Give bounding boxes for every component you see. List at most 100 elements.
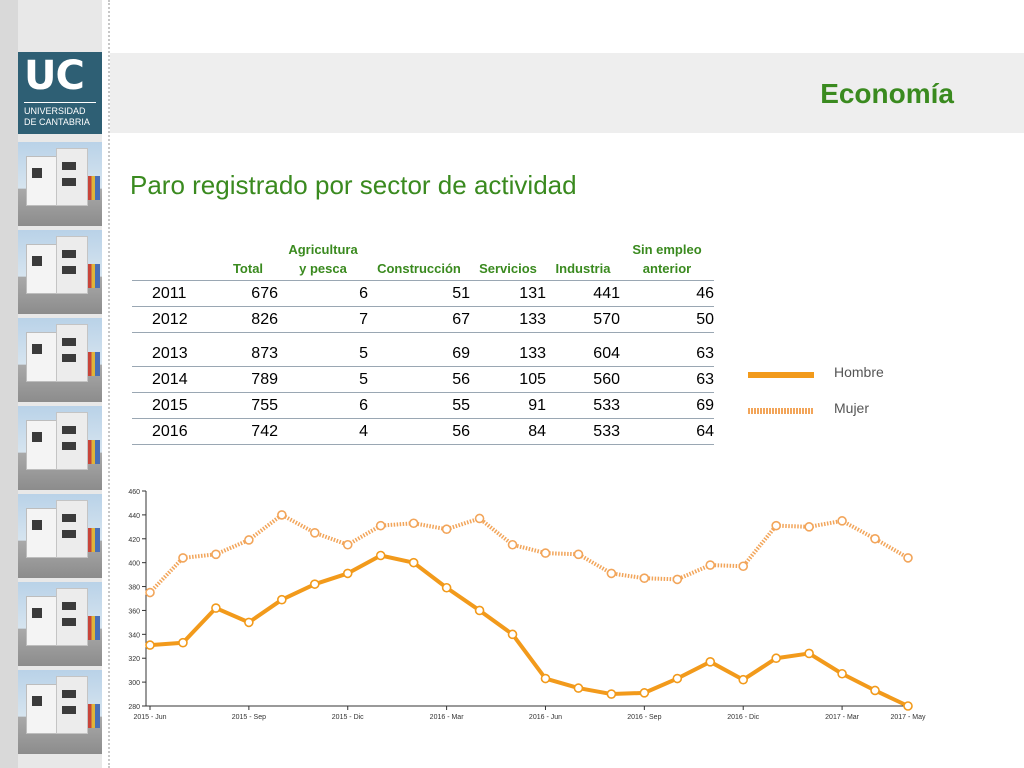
table-cell: 533	[546, 392, 620, 419]
x-tick-label: 2015 - Jun	[133, 714, 166, 721]
y-tick-label: 340	[128, 632, 140, 639]
table-cell: 5	[278, 366, 368, 393]
data-point-mujer	[145, 587, 155, 598]
table-cell: 676	[218, 280, 278, 307]
table-cell: 533	[546, 418, 620, 445]
table-cell: 131	[470, 280, 546, 307]
logo-line-2: DE CANTABRIA	[24, 117, 90, 127]
table-header-cell: Total	[218, 240, 278, 281]
data-point-mujer	[408, 518, 419, 529]
table-cell: 84	[470, 418, 546, 445]
table-cell: 2013	[132, 341, 218, 367]
dotted-divider	[108, 0, 110, 768]
page-title: Economía	[820, 78, 954, 109]
table-header-cell: Agricultura y pesca	[278, 240, 368, 281]
data-point-hombre	[639, 688, 650, 698]
table-cell: 6	[278, 280, 368, 307]
data-point-hombre	[870, 685, 880, 696]
data-point-mujer	[474, 513, 485, 524]
y-tick-label: 300	[128, 680, 140, 687]
data-point-mujer	[277, 510, 287, 520]
table-cell: 133	[470, 341, 546, 367]
data-point-hombre	[804, 648, 814, 659]
table-header-cell	[132, 240, 218, 281]
series-line-mujer	[148, 512, 910, 594]
series-line-hombre	[149, 553, 909, 708]
data-point-hombre	[507, 629, 518, 640]
table-cell: 69	[368, 341, 470, 367]
table-cell: 755	[218, 392, 278, 419]
building-thumbnail	[18, 582, 102, 666]
table-cell: 826	[218, 306, 278, 333]
legend-label-hombre: Hombre	[834, 364, 884, 380]
logo-mark: UC	[24, 53, 85, 99]
data-point-mujer	[375, 520, 386, 531]
table-cell: 5	[278, 341, 368, 367]
y-tick-label: 360	[128, 608, 140, 615]
data-point-hombre	[342, 568, 353, 579]
logo-rule	[24, 102, 96, 103]
data-point-hombre	[705, 657, 716, 667]
data-point-mujer	[244, 535, 254, 545]
building-thumbnail	[18, 230, 102, 314]
table-header-row: Total Agricultura y pesca Construcción Servi…	[132, 240, 714, 281]
table-cell: 789	[218, 366, 278, 393]
y-tick-label: 420	[128, 537, 140, 544]
table-header-cell: Construcción	[368, 240, 470, 281]
data-point-mujer	[441, 524, 452, 535]
line-chart: 280 300 320 340 360 380 400 420 440 460 2015 - Jun…	[128, 489, 926, 721]
building-thumbnail	[18, 494, 102, 578]
table-cell: 7	[278, 306, 368, 333]
y-tick-label: 280	[128, 704, 140, 711]
x-tick-label: 2015 - Sep	[232, 714, 266, 721]
data-point-hombre	[771, 653, 781, 664]
table-cell: 56	[368, 418, 470, 445]
table-cell: 91	[470, 392, 546, 419]
data-point-mujer	[178, 553, 188, 563]
data-point-mujer	[705, 560, 716, 570]
table-row: 2014 789 5 56 105 560 63	[132, 366, 714, 393]
data-point-mujer	[309, 528, 320, 538]
university-logo: UC UNIVERSIDAD DE CANTABRIA	[18, 52, 102, 134]
data-point-hombre	[540, 673, 551, 684]
table-cell: 2016	[132, 418, 218, 445]
legend-item-hombre: Hombre	[748, 364, 948, 384]
x-tick-label: 2016 - Mar	[430, 714, 465, 721]
data-point-mujer	[738, 561, 749, 572]
data-point-hombre	[145, 640, 155, 650]
data-point-mujer	[837, 516, 847, 526]
table-cell: 2012	[132, 306, 218, 333]
table-cell: 6	[278, 392, 368, 419]
data-point-hombre	[474, 605, 485, 616]
table-header-cell: Sin empleo anterior	[620, 240, 714, 281]
table-cell: 873	[218, 341, 278, 367]
building-thumbnail	[18, 318, 102, 402]
table-cell: 105	[470, 366, 546, 393]
legend-swatch-dotted	[748, 408, 814, 414]
data-point-hombre	[837, 668, 847, 679]
table-cell: 441	[546, 280, 620, 307]
table-header-cell: Industria	[546, 240, 620, 281]
x-tick-label: 2017 - Mar	[825, 714, 860, 721]
data-point-hombre	[738, 674, 749, 685]
data-point-hombre	[244, 617, 254, 628]
table-cell: 742	[218, 418, 278, 445]
data-point-hombre	[672, 673, 683, 684]
table-cell: 570	[546, 306, 620, 333]
table-row: 2015 755 6 55 91 533 69	[132, 392, 714, 419]
data-point-mujer	[870, 533, 880, 544]
legend-swatch-solid	[748, 372, 814, 378]
x-tick-label: 2017 - May	[890, 714, 926, 721]
table-cell: 2014	[132, 366, 218, 393]
building-thumbnail	[18, 142, 102, 226]
data-point-hombre	[309, 579, 320, 589]
table-row: 2012 826 7 67 133 570 50	[132, 306, 714, 333]
table-row: 2016 742 4 56 84 533 64	[132, 418, 714, 445]
y-tick-label: 380	[128, 585, 140, 592]
header-bar	[110, 53, 1024, 133]
y-tick-label: 320	[128, 656, 140, 663]
x-tick-label: 2016 - Sep	[627, 714, 661, 721]
data-point-hombre	[211, 603, 221, 613]
unemployment-table: Total Agricultura y pesca Construcción Servi…	[132, 240, 714, 445]
data-point-mujer	[639, 573, 650, 583]
